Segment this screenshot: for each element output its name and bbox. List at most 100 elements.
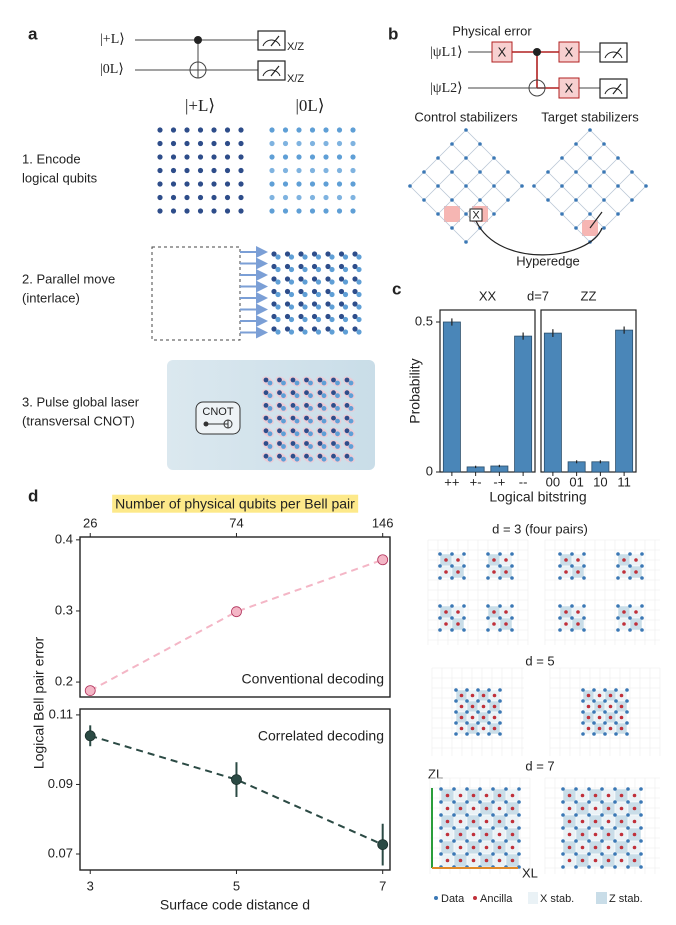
data-qubit: [613, 852, 617, 856]
ancilla: [458, 819, 463, 824]
data-qubit: [452, 839, 456, 843]
atom: [342, 279, 349, 285]
atom: [304, 441, 309, 446]
data-qubit: [592, 721, 596, 725]
atom: [238, 154, 244, 160]
atom: [294, 418, 300, 424]
atom: [323, 140, 329, 147]
data-qubit: [486, 616, 490, 620]
ket: |0L⟩: [296, 96, 325, 115]
atom: [294, 456, 300, 462]
atom: [323, 154, 329, 160]
atom: [271, 288, 277, 295]
data-qubit: [476, 699, 480, 703]
line: [575, 213, 591, 229]
ancilla: [497, 858, 502, 863]
data-qubit: [487, 699, 491, 703]
atom: [336, 194, 343, 201]
line: [493, 185, 509, 201]
atom: [281, 393, 286, 399]
data-qubit: [465, 839, 469, 843]
atom: [302, 304, 308, 310]
data-qubit: [574, 852, 578, 856]
data-qubit: [574, 813, 578, 817]
atom: [350, 181, 356, 187]
qubit: [422, 170, 426, 174]
ancilla: [471, 819, 476, 824]
atom: [302, 266, 308, 273]
atom: [350, 167, 356, 174]
ancilla: [445, 832, 450, 837]
data-qubit: [510, 564, 514, 568]
atom: [211, 127, 217, 133]
ket: |+L⟩: [185, 96, 215, 115]
atom: [294, 444, 300, 449]
atom: [184, 140, 190, 147]
ancilla: [510, 793, 515, 798]
ancilla: [456, 558, 460, 562]
data-qubit: [462, 576, 466, 580]
data-qubit: [439, 839, 443, 843]
atom: [224, 154, 231, 160]
ancilla: [586, 704, 591, 709]
data-qubit: [450, 604, 454, 608]
data-qubit: [625, 721, 629, 725]
ancilla: [606, 858, 611, 863]
qubit: [588, 212, 592, 216]
x-tick-label: -+: [493, 474, 505, 489]
stabilizer: [444, 206, 460, 222]
atom: [336, 208, 343, 214]
ancilla: [458, 793, 463, 798]
qubit: [574, 198, 578, 202]
atom: [335, 380, 340, 386]
ancilla: [580, 858, 585, 863]
panel-label: c: [392, 279, 401, 298]
ancilla: [619, 726, 624, 731]
data-qubit: [616, 576, 620, 580]
ancilla: [619, 704, 624, 709]
atom: [311, 251, 318, 257]
qubit: [630, 198, 634, 202]
atom: [296, 140, 302, 147]
data-qubit: [587, 787, 591, 791]
marker: [84, 685, 96, 696]
atom: [224, 208, 231, 214]
bar: [514, 335, 533, 473]
atom: [344, 415, 350, 421]
ancilla: [470, 693, 475, 698]
data-qubit: [640, 564, 644, 568]
atom: [331, 390, 336, 396]
bar: [591, 461, 610, 473]
data-qubit: [498, 710, 502, 714]
line: [575, 157, 591, 173]
ancilla: [567, 819, 572, 824]
ancilla: [619, 806, 624, 811]
marker: [84, 730, 96, 742]
atom: [267, 406, 273, 411]
qubit: [560, 212, 564, 216]
legend-marker: [473, 896, 477, 900]
plot-frame: [439, 309, 536, 473]
atom: [271, 301, 277, 307]
data-qubit: [600, 787, 604, 791]
data-qubit: [603, 699, 607, 703]
data-qubit: [600, 852, 604, 856]
data-qubit: [558, 604, 562, 608]
data-qubit: [574, 787, 578, 791]
x-gate-label: X: [498, 44, 507, 59]
qubit: [450, 198, 454, 202]
data-qubit: [626, 787, 630, 791]
marker: [377, 839, 389, 851]
atom: [321, 444, 327, 449]
atom: [157, 140, 163, 147]
atom: [311, 313, 318, 320]
data-qubit: [558, 628, 562, 632]
atom: [352, 251, 358, 257]
atom: [348, 380, 354, 386]
data-qubit: [558, 552, 562, 556]
ancilla: [608, 704, 613, 709]
atom: [335, 393, 340, 399]
ancilla: [564, 622, 568, 626]
x-tick-label: ++: [444, 474, 459, 489]
data-qubit: [498, 732, 502, 736]
